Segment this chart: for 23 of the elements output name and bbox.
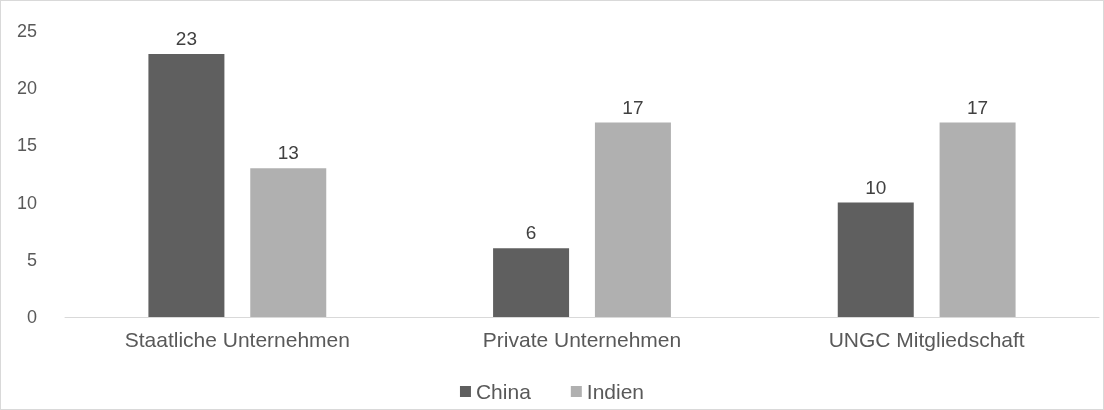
data-label: 17 — [967, 96, 989, 118]
data-label: 10 — [865, 176, 887, 198]
data-label: 6 — [525, 222, 537, 244]
x-tick-label: UNGC Mitgliedschaft — [828, 328, 1025, 351]
x-tick-label: Staatliche Unternehmen — [124, 328, 350, 351]
y-tick-label: 5 — [26, 249, 37, 270]
y-tick-label: 10 — [16, 192, 37, 213]
y-tick-label: 15 — [16, 135, 37, 156]
y-tick-label: 20 — [16, 78, 37, 99]
legend-label: China — [475, 380, 532, 403]
legend-label: Indien — [586, 380, 645, 403]
bar — [939, 122, 1016, 317]
bar — [148, 53, 225, 317]
data-label: 23 — [175, 27, 197, 49]
y-tick-label: 25 — [16, 21, 37, 41]
data-label: 17 — [622, 96, 644, 118]
data-label: 13 — [277, 142, 299, 164]
y-tick-label: 0 — [26, 307, 37, 327]
bar — [493, 248, 570, 317]
bar — [250, 168, 327, 317]
bar — [837, 202, 914, 317]
x-tick-label: Private Unternehmen — [482, 328, 682, 351]
bar — [594, 122, 671, 317]
